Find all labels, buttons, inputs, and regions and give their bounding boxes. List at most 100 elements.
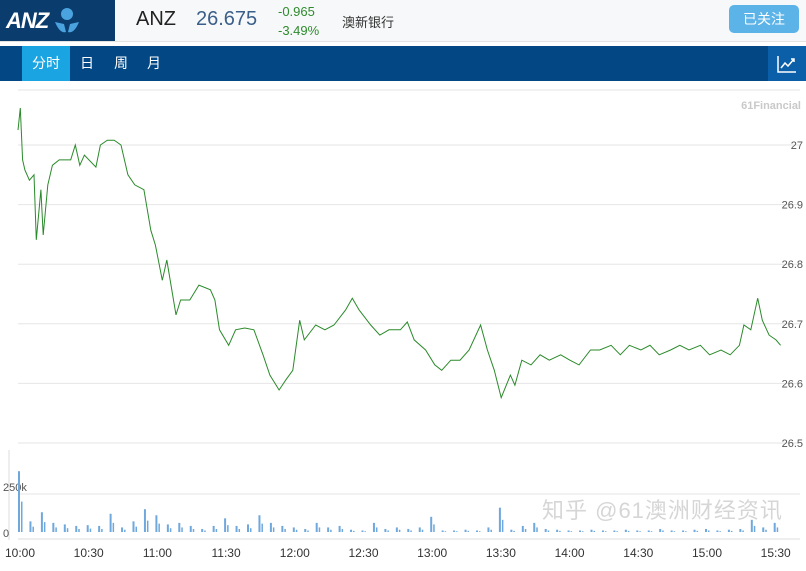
volume-bar [479, 531, 481, 532]
volume-bar [155, 515, 158, 532]
period-tabs: 分时 日 周 月 [0, 46, 806, 81]
volume-bar [250, 528, 252, 532]
volume-bar [215, 528, 218, 532]
volume-bar [650, 531, 653, 532]
volume-bar [659, 528, 662, 532]
volume-bar [533, 522, 536, 532]
volume-bar [693, 529, 696, 532]
volume-bar [536, 527, 538, 532]
volume-bar [456, 531, 458, 532]
tab-intraday[interactable]: 分时 [22, 46, 70, 81]
volume-bar [601, 530, 604, 532]
x-tick-label: 14:00 [555, 546, 585, 560]
volume-bar [521, 525, 524, 532]
volume-bar [189, 525, 192, 532]
volume-bar [212, 525, 215, 532]
volume-bar [476, 530, 478, 532]
line-chart-icon[interactable] [768, 46, 806, 81]
volume-bar [227, 525, 229, 532]
volume-bar [430, 516, 433, 532]
volume-bar [395, 527, 398, 532]
volume-bar [132, 521, 135, 532]
volume-bar [730, 530, 733, 532]
volume-bar [765, 529, 767, 532]
volume-bar [636, 530, 639, 532]
volume-bar [727, 529, 730, 532]
volume-bar [673, 531, 676, 532]
stock-price: 26.675 [196, 8, 258, 30]
volume-bar [418, 527, 421, 532]
volume-bar [124, 529, 126, 532]
x-tick-label: 14:30 [623, 546, 653, 560]
volume-bar [467, 530, 470, 532]
volume-bar [295, 529, 298, 532]
volume-bar [166, 524, 169, 532]
volume-bar [547, 530, 550, 532]
volume-bar [739, 528, 742, 532]
volume-bar [307, 530, 309, 532]
volume-bar [304, 528, 307, 532]
volume-bar [696, 530, 699, 532]
tab-day[interactable]: 日 [80, 55, 94, 71]
volume-bar [407, 528, 410, 532]
tab-week[interactable]: 周 [114, 55, 128, 71]
volume-bar [716, 530, 719, 532]
volume-bar [384, 528, 387, 532]
volume-bar [52, 522, 55, 532]
y-tick-label: 26.5 [782, 438, 803, 450]
volume-bar [453, 530, 456, 532]
volume-bar [89, 528, 92, 532]
volume-bar [604, 531, 607, 532]
volume-bar [501, 519, 504, 532]
volume-bar [327, 527, 330, 532]
volume-bar [353, 530, 355, 532]
volume-bar [101, 528, 103, 532]
follow-button[interactable]: 已关注 [729, 5, 799, 33]
x-tick-label: 11:30 [212, 546, 241, 560]
volume-bar [616, 531, 618, 532]
volume-bar [112, 522, 115, 532]
volume-tick-label: 0 [3, 528, 9, 540]
volume-bar [513, 530, 515, 532]
volume-bar [181, 527, 183, 532]
volume-bar [708, 530, 710, 532]
volume-bar [433, 524, 435, 532]
company-name: 澳新银行 [342, 15, 395, 30]
change-value: -0.965 [278, 4, 315, 19]
volume-bar [762, 527, 765, 532]
x-tick-label: 15:30 [761, 546, 791, 560]
volume-bar [705, 528, 707, 532]
volume-bar [773, 522, 776, 532]
watermark: 知乎 @61澳洲财经资讯 [542, 498, 783, 523]
volume-bar [398, 529, 401, 532]
volume-bar [135, 526, 137, 532]
volume-bar [647, 530, 650, 532]
volume-bar [178, 522, 181, 532]
volume-bar [544, 528, 547, 532]
volume-bar [247, 524, 249, 532]
volume-bar [350, 529, 353, 532]
volume-bar [284, 528, 286, 532]
volume-bar [639, 531, 641, 532]
volume-bar [753, 525, 756, 532]
volume-bar [421, 529, 424, 532]
volume-bar [498, 507, 501, 532]
volume-bar [269, 522, 272, 532]
volume-bar [556, 529, 559, 532]
tab-month[interactable]: 月 [147, 55, 161, 71]
volume-bar [224, 518, 227, 532]
y-tick-label: 26.7 [782, 319, 803, 331]
volume-bar [330, 529, 332, 532]
volume-bar [261, 523, 263, 532]
volume-bar [204, 530, 206, 532]
price-change: -0.965 -3.49% [278, 2, 319, 40]
y-tick-label: 26.8 [782, 259, 803, 271]
volume-bar [524, 528, 527, 532]
volume-bar [627, 530, 630, 532]
volume-bar [63, 524, 66, 532]
volume-bar [98, 525, 101, 532]
y-tick-label: 26.9 [782, 200, 803, 212]
quote-header: ANZ ANZ 26.675 -0.965 -3.49% 澳新银行 已关注 [0, 0, 806, 42]
volume-bar [158, 523, 160, 532]
volume-bar [143, 509, 146, 532]
